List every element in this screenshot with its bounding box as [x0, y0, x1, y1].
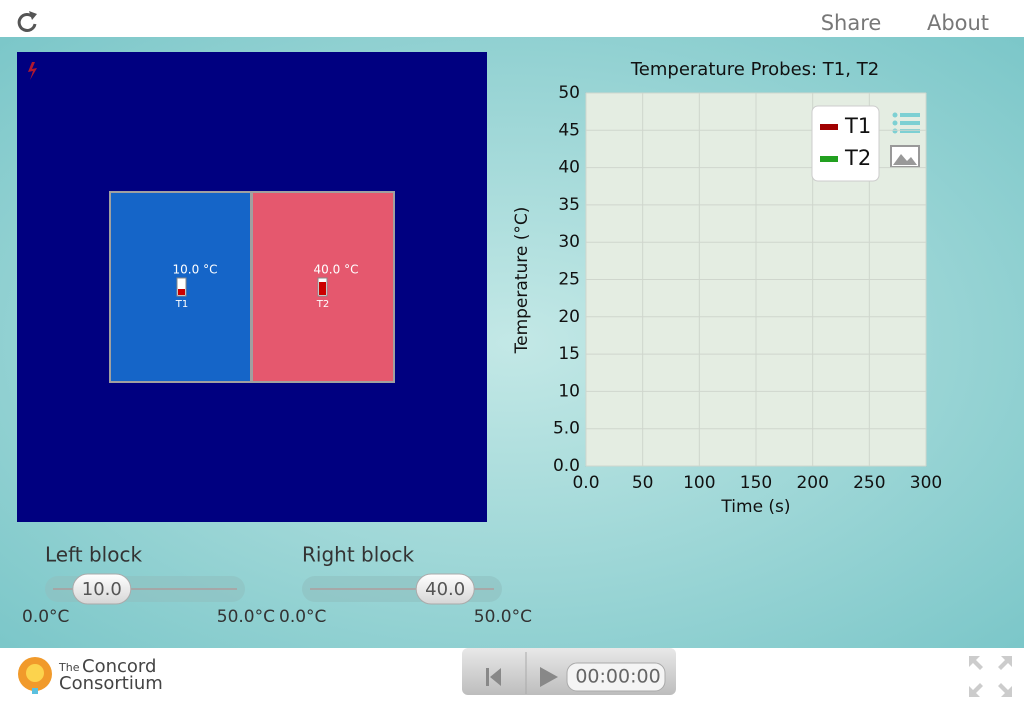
time-display	[566, 662, 666, 692]
slider-handle[interactable]	[415, 573, 475, 605]
about-link[interactable]: About	[927, 11, 989, 35]
logo: The Concord Consortium	[18, 656, 163, 694]
probe-icon	[176, 277, 187, 297]
legend-swatch	[820, 124, 838, 130]
reload-arrow	[29, 11, 37, 20]
reset-button[interactable]	[486, 668, 501, 686]
fullscreen-button[interactable]	[969, 656, 1012, 697]
probe-label: T1	[175, 299, 188, 310]
list-icon[interactable]	[892, 112, 921, 134]
icon-bar	[486, 668, 489, 686]
icon-bar	[900, 129, 920, 133]
logo-text: Consortium	[59, 673, 163, 694]
slider-max: 50.0°C	[217, 607, 275, 627]
legend-label: T2	[844, 146, 871, 170]
x-axis-label: Time (s)	[720, 497, 790, 517]
logo-bulb	[26, 664, 44, 682]
probe-reading: 40.0 °C	[314, 263, 359, 277]
slider-min: 0.0°C	[22, 607, 69, 627]
logo-base	[32, 688, 38, 694]
time-text: 00:00:00	[575, 666, 660, 688]
y-tick-label: 20	[558, 307, 580, 327]
slider-label: Left block	[45, 543, 142, 567]
y-tick-label: 40	[558, 158, 580, 178]
x-tick-label: 200	[796, 473, 828, 493]
probe-label: T2	[316, 299, 329, 310]
power-icon	[28, 62, 37, 80]
x-tick-label: 300	[910, 473, 942, 493]
y-tick-label: 5.0	[553, 419, 580, 439]
icon-dot	[892, 112, 898, 118]
y-tick-label: 0.0	[553, 456, 580, 476]
y-tick-label: 45	[558, 120, 580, 140]
y-tick-label: 15	[558, 344, 580, 364]
y-tick-label: 50	[558, 83, 580, 103]
icon-arrow	[969, 683, 983, 697]
y-tick-label: 10	[558, 381, 580, 401]
icon-arrow	[998, 683, 1012, 697]
icon-dot	[892, 120, 898, 126]
image-icon[interactable]	[890, 145, 920, 168]
icon-arrow	[490, 668, 501, 686]
icon-bar	[900, 113, 920, 117]
chart-title: Temperature Probes: T1, T2	[630, 59, 879, 80]
play-button[interactable]	[540, 667, 558, 687]
slider-min: 0.0°C	[279, 607, 326, 627]
y-tick-label: 25	[558, 270, 580, 290]
legend-label: T1	[844, 114, 871, 138]
icon-arrow	[998, 656, 1012, 670]
y-tick-label: 35	[558, 195, 580, 215]
icon-arrow	[969, 656, 983, 670]
x-tick-label: 50	[632, 473, 654, 493]
x-tick-label: 0.0	[572, 473, 599, 493]
icon-dot	[892, 128, 898, 134]
y-tick-label: 30	[558, 232, 580, 252]
slider-label: Right block	[302, 543, 415, 567]
probe-reading: 10.0 °C	[173, 263, 218, 277]
chart: Temperature Probes: T1, T2 Time (s) Temp…	[512, 59, 942, 517]
y-axis-label: Temperature (°C)	[512, 207, 532, 355]
probe-fill	[319, 282, 326, 295]
x-tick-label: 150	[740, 473, 772, 493]
slider-max: 50.0°C	[474, 607, 532, 627]
x-tick-label: 250	[853, 473, 885, 493]
logo-text: Concord	[82, 656, 156, 677]
icon-bar	[900, 121, 920, 125]
x-tick-label: 100	[683, 473, 715, 493]
slider-handle[interactable]	[72, 573, 132, 605]
reload-icon[interactable]	[17, 12, 37, 32]
probe-fill	[178, 289, 185, 295]
slider-value: 10.0	[82, 579, 122, 600]
logo-text: The	[58, 661, 80, 674]
legend-swatch	[820, 156, 838, 162]
icon-mountain	[893, 154, 917, 165]
slider-value: 40.0	[425, 579, 465, 600]
share-link[interactable]: Share	[821, 11, 882, 35]
